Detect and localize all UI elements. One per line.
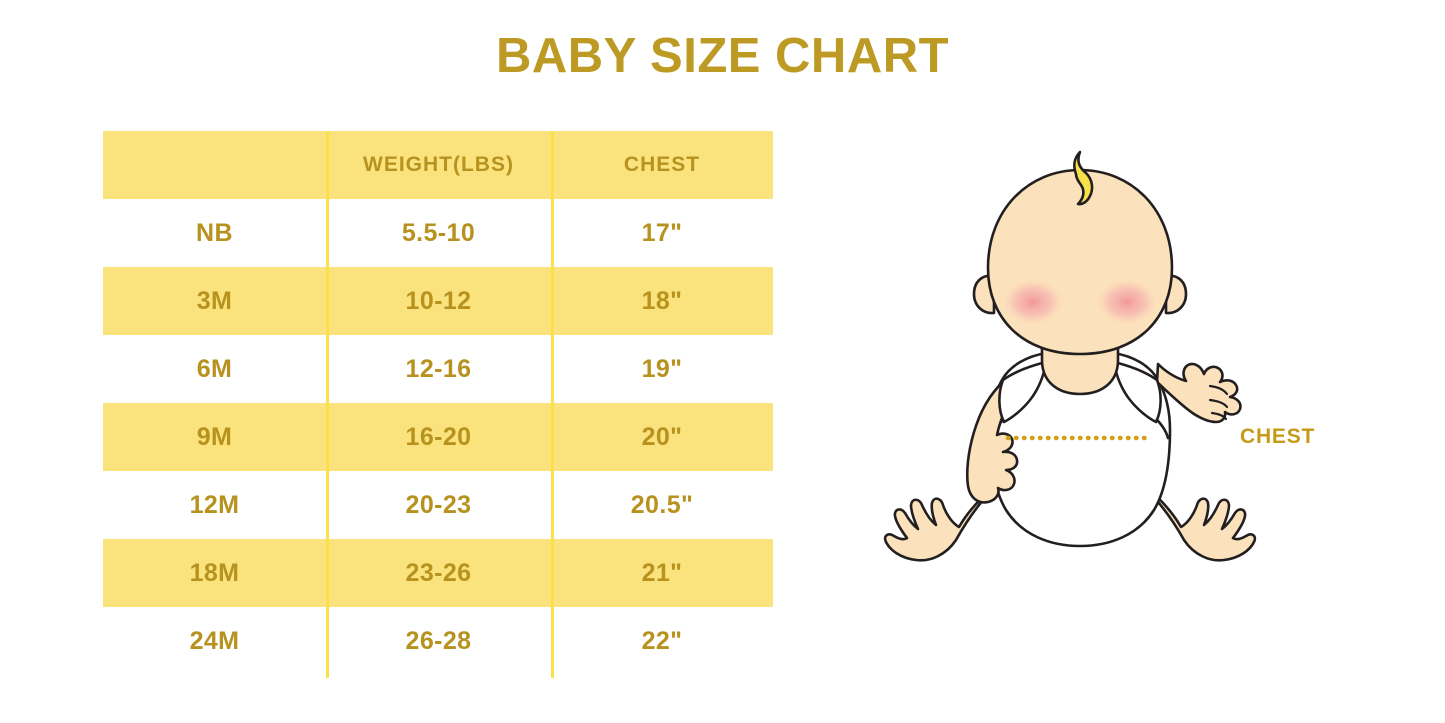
- cell-weight: 26-28: [405, 626, 472, 655]
- cell-chest: 19": [641, 354, 683, 383]
- cell-size: 3M: [196, 286, 233, 315]
- cell-size: 9M: [196, 422, 233, 451]
- baby-left-arm: [965, 360, 1048, 504]
- baby-right-leg: [1132, 476, 1257, 562]
- column-divider-1: [326, 131, 329, 678]
- baby-hair-curl: [1073, 150, 1094, 206]
- header-cell-weight: WEIGHT(LBS): [363, 153, 514, 176]
- baby-cheeks: [1000, 277, 1160, 327]
- cell-size: NB: [196, 218, 233, 247]
- table-row: 24M 26-28 22": [103, 607, 773, 675]
- cell-chest: 21": [641, 558, 683, 587]
- cell-weight: 10-12: [405, 286, 472, 315]
- cell-size: 12M: [189, 490, 240, 519]
- table-header-row: WEIGHT(LBS) CHEST: [103, 131, 773, 199]
- baby-size-table: WEIGHT(LBS) CHEST NB 5.5-10 17" 3M 10-12…: [103, 131, 773, 678]
- column-divider-2: [551, 131, 554, 678]
- cell-chest: 20": [641, 422, 683, 451]
- chest-callout-label: CHEST: [1240, 425, 1316, 448]
- cell-chest: 22": [641, 626, 683, 655]
- cell-weight: 12-16: [405, 354, 472, 383]
- cell-size: 6M: [196, 354, 233, 383]
- cell-chest: 18": [641, 286, 683, 315]
- table-row: 6M 12-16 19": [103, 335, 773, 403]
- cell-weight: 16-20: [405, 422, 472, 451]
- cell-weight: 5.5-10: [401, 218, 476, 247]
- cell-size: 18M: [189, 558, 240, 587]
- baby-right-arm: [1112, 360, 1242, 424]
- cell-chest: 17": [641, 218, 683, 247]
- header-cell-chest: CHEST: [623, 153, 701, 176]
- baby-head: [986, 168, 1174, 356]
- table-row: 3M 10-12 18": [103, 267, 773, 335]
- table-row: NB 5.5-10 17": [103, 199, 773, 267]
- cell-weight: 20-23: [405, 490, 472, 519]
- table-row: 12M 20-23 20.5": [103, 471, 773, 539]
- cell-weight: 23-26: [405, 558, 472, 587]
- page-title: BABY SIZE CHART: [495, 29, 950, 83]
- table-row: 9M 16-20 20": [103, 403, 773, 471]
- table-row: 18M 23-26 21": [103, 539, 773, 607]
- cell-chest: 20.5": [630, 490, 694, 519]
- cell-size: 24M: [189, 626, 240, 655]
- baby-illustration: [870, 150, 1290, 610]
- baby-left-leg: [883, 476, 1008, 562]
